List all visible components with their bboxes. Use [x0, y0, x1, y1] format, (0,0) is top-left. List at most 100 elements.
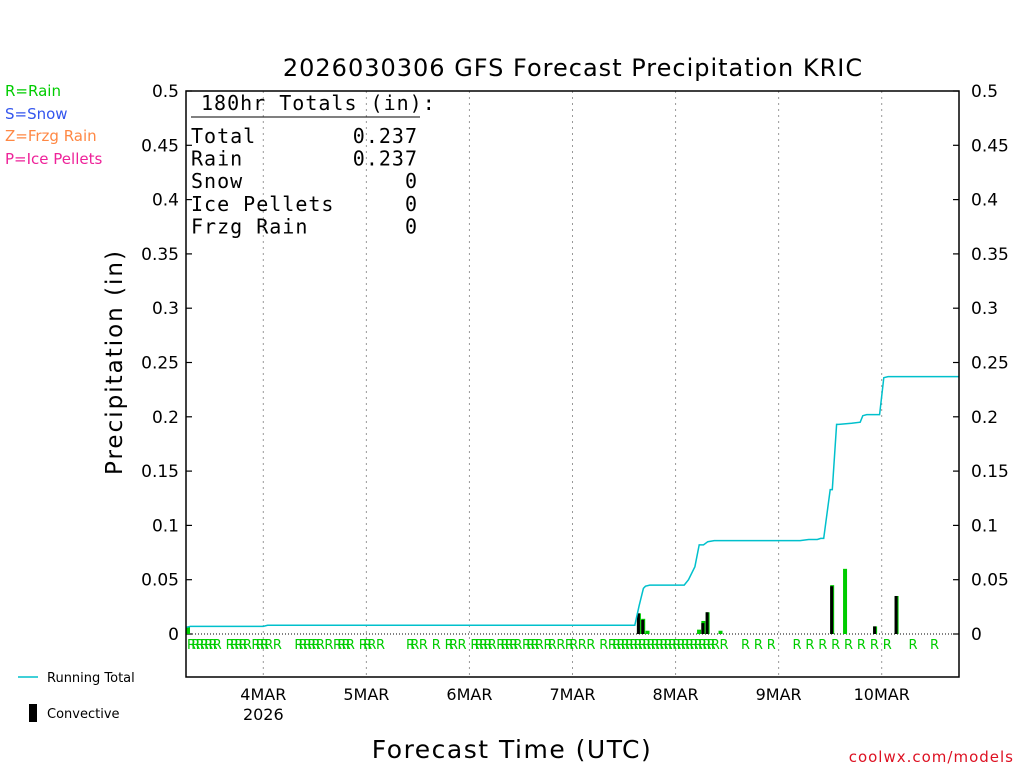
- legend-running-total: Running Total: [47, 671, 135, 686]
- y-tick-label-left-0: 0: [168, 625, 179, 645]
- ptype-marker-74: R: [664, 638, 673, 653]
- ptype-marker-40: R: [475, 638, 484, 653]
- ptype-marker-5: R: [208, 638, 217, 653]
- x-tick-label-4: 8MAR: [653, 685, 699, 704]
- rain-bar-4: [697, 629, 702, 634]
- totals-value-3: 0: [405, 192, 418, 216]
- y-tick-label-right-8: 0.4: [971, 191, 998, 211]
- convective-bar-6: [894, 595, 898, 634]
- ptype-marker-30: R: [367, 638, 376, 653]
- ptype-marker-71: R: [651, 638, 660, 653]
- ptype-marker-54: R: [548, 638, 557, 653]
- ptype-marker-86: R: [720, 638, 729, 653]
- ptype-marker-14: R: [260, 638, 269, 653]
- running-total-line: [185, 375, 959, 629]
- ptype-marker-80: R: [689, 638, 698, 653]
- x-axis-label: Forecast Time (UTC): [372, 735, 652, 764]
- ptype-marker-20: R: [307, 638, 316, 653]
- ptype-marker-81: R: [694, 638, 703, 653]
- ptype-marker-28: R: [359, 638, 368, 653]
- ptype-marker-72: R: [655, 638, 664, 653]
- ptype-marker-62: R: [612, 638, 621, 653]
- rain-bar-9: [843, 568, 848, 634]
- ptype-marker-79: R: [685, 638, 694, 653]
- ptype-marker-25: R: [337, 638, 346, 653]
- convective-bar-0: [636, 613, 640, 634]
- ptype-marker-65: R: [625, 638, 634, 653]
- ptype-marker-45: R: [500, 638, 509, 653]
- ptype-marker-83: R: [702, 638, 711, 653]
- series-legend: Running Total Convective: [18, 671, 135, 722]
- totals-box: 180hr Totals (in): Total 0.237 Rain 0.237 Sn…: [191, 91, 435, 238]
- legend-snow: S=Snow: [5, 105, 68, 123]
- ptype-legend: R=Rain S=Snow Z=Frzg Rain P=Ice Pellets: [5, 82, 102, 168]
- y-tick-label-left-8: 0.4: [152, 191, 179, 211]
- ptype-marker-95: R: [857, 638, 866, 653]
- totals-label-2: Snow: [191, 169, 243, 193]
- convective-bar-4: [830, 586, 834, 634]
- y-tick-label-right-10: 0.5: [971, 82, 998, 102]
- y-tick-label-left-10: 0.5: [152, 82, 179, 102]
- convective-bar-5: [873, 626, 877, 634]
- ptype-marker-42: R: [483, 638, 492, 653]
- ptype-marker-15: R: [264, 638, 273, 653]
- y-axis-ticks: 0 00.05 0.050.1 0.10.15 0.150.2 0.20.25 0.250.…: [141, 82, 1009, 645]
- ptype-marker-32: R: [406, 638, 415, 653]
- plot-frame: [185, 90, 960, 678]
- ptype-marker-6: R: [213, 638, 222, 653]
- ptype-marker-49: R: [522, 638, 531, 653]
- ptype-marker-78: R: [681, 638, 690, 653]
- ptype-marker-34: R: [419, 638, 428, 653]
- ptype-marker-18: R: [299, 638, 308, 653]
- y-tick-label-left-9: 0.45: [141, 136, 179, 156]
- ptype-marker-22: R: [316, 638, 325, 653]
- y-tick-label-left-2: 0.1: [152, 516, 179, 536]
- ptype-marker-44: R: [496, 638, 505, 653]
- ptype-marker-91: R: [805, 638, 814, 653]
- ptype-marker-52: R: [535, 638, 544, 653]
- ptype-marker-55: R: [556, 638, 565, 653]
- x-tick-label-6: 10MAR: [854, 685, 910, 704]
- y-axis-label: Precipitation (in): [102, 249, 128, 475]
- ptype-marker-24: R: [333, 638, 342, 653]
- ptype-marker-57: R: [569, 638, 578, 653]
- ptype-marker-85: R: [711, 638, 720, 653]
- ptype-marker-10: R: [239, 638, 248, 653]
- ptype-marker-23: R: [324, 638, 333, 653]
- ptype-marker-9: R: [234, 638, 243, 653]
- ptype-marker-51: R: [531, 638, 540, 653]
- totals-label-0: Total: [191, 124, 256, 148]
- rain-bar-0: [186, 626, 190, 634]
- ptype-marker-17: R: [294, 638, 303, 653]
- ptype-marker-36: R: [445, 638, 454, 653]
- totals-label-3: Ice Pellets: [191, 192, 334, 216]
- ptype-marker-96: R: [870, 638, 879, 653]
- ptype-marker-16: R: [273, 638, 282, 653]
- ptype-marker-39: R: [470, 638, 479, 653]
- y-tick-label-left-5: 0.25: [141, 354, 179, 374]
- ptype-marker-69: R: [642, 638, 651, 653]
- ptype-marker-1: R: [191, 638, 200, 653]
- ptype-marker-38: R: [458, 638, 467, 653]
- ptype-marker-64: R: [621, 638, 630, 653]
- rain-bar-7: [718, 630, 723, 634]
- legend-ice-pellets: P=Ice Pellets: [5, 150, 102, 168]
- ptype-marker-60: R: [599, 638, 608, 653]
- y-tick-label-right-0: 0: [971, 625, 982, 645]
- ptype-marker-46: R: [505, 638, 514, 653]
- ptype-marker-87: R: [741, 638, 750, 653]
- ptype-marker-2: R: [196, 638, 205, 653]
- ptype-marker-27: R: [346, 638, 355, 653]
- convective-bar-3: [705, 612, 709, 634]
- convective-bar-2: [701, 623, 705, 634]
- x-tick-label-0: 4MAR: [240, 685, 286, 704]
- y-tick-label-right-3: 0.15: [971, 462, 1009, 482]
- ptype-marker-77: R: [677, 638, 686, 653]
- y-tick-label-right-1: 0.05: [971, 571, 1009, 591]
- totals-value-4: 0: [405, 214, 418, 238]
- x-tick-label-5: 9MAR: [756, 685, 802, 704]
- y-tick-label-right-4: 0.2: [971, 408, 998, 428]
- ptype-marker-99: R: [930, 638, 939, 653]
